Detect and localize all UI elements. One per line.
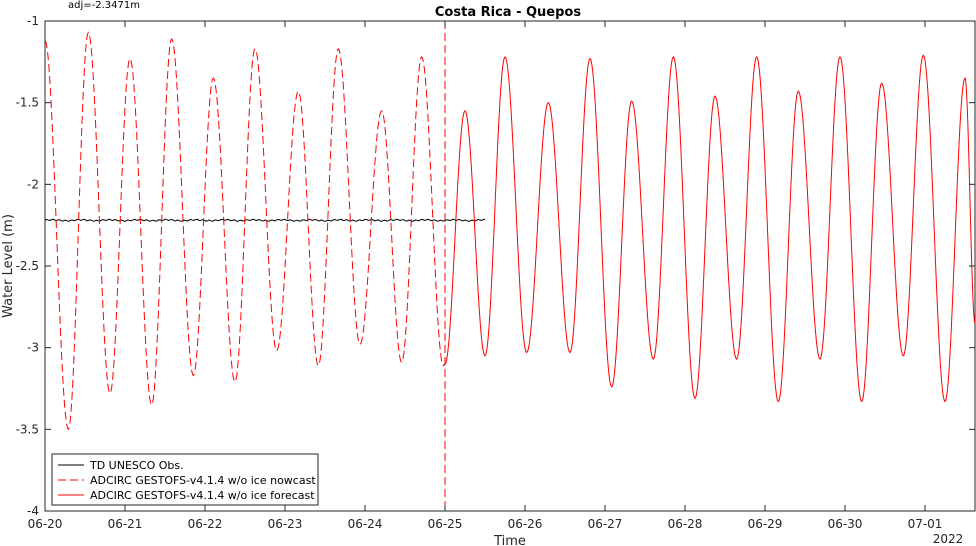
legend-label-obs: TD UNESCO Obs. — [89, 459, 184, 472]
legend-label-forecast: ADCIRC GESTOFS-v4.1.4 w/o ice forecast — [90, 489, 315, 502]
y-tick-label: -2.5 — [16, 259, 39, 273]
x-tick-label: 06-24 — [348, 517, 383, 531]
x-axis-label: Time — [493, 534, 526, 546]
legend-item-obs: TD UNESCO Obs. — [58, 459, 184, 472]
series-layer — [44, 21, 976, 511]
x-tick-label: 06-28 — [668, 517, 703, 531]
y-tick-label: -1.5 — [16, 96, 39, 110]
series-nowcast-line — [44, 31, 446, 431]
x-tick-label: 06-30 — [828, 517, 863, 531]
x-tick-label: 06-27 — [588, 517, 623, 531]
x-tick-label: 06-26 — [508, 517, 543, 531]
x-tick-label: 06-29 — [748, 517, 783, 531]
x-tick-label: 06-25 — [428, 517, 463, 531]
x-tick-label: 06-22 — [188, 517, 223, 531]
series-forecast-line — [444, 54, 976, 403]
legend-label-nowcast: ADCIRC GESTOFS-v4.1.4 w/o ice nowcast — [90, 474, 316, 487]
y-tick-label: -4 — [27, 504, 39, 518]
x-tick-label: 07-01 — [908, 517, 943, 531]
adjustment-annotation: adj=-2.3471m — [68, 0, 140, 11]
y-tick-label: -1 — [27, 14, 39, 28]
x-tick-label: 06-23 — [268, 517, 303, 531]
x-tick-label: 06-20 — [28, 517, 63, 531]
legend: TD UNESCO Obs. ADCIRC GESTOFS-v4.1.4 w/o… — [51, 453, 319, 506]
ticks-layer: 06-20 06-21 06-22 06-23 06-24 06-25 06-26 06-27… — [16, 14, 975, 531]
legend-item-nowcast: ADCIRC GESTOFS-v4.1.4 w/o ice nowcast — [58, 474, 316, 487]
y-tick-label: -3.5 — [16, 422, 39, 436]
year-label: 2022 — [933, 532, 964, 546]
chart-title: Costa Rica - Quepos — [435, 5, 581, 20]
x-tick-label: 06-21 — [108, 517, 143, 531]
y-tick-label: -3 — [27, 341, 39, 355]
legend-box — [51, 453, 319, 506]
plot-frame — [44, 20, 976, 512]
legend-item-forecast: ADCIRC GESTOFS-v4.1.4 w/o ice forecast — [58, 489, 315, 502]
y-tick-label: -2 — [27, 177, 39, 191]
y-axis-label: Water Level (m) — [1, 214, 16, 318]
